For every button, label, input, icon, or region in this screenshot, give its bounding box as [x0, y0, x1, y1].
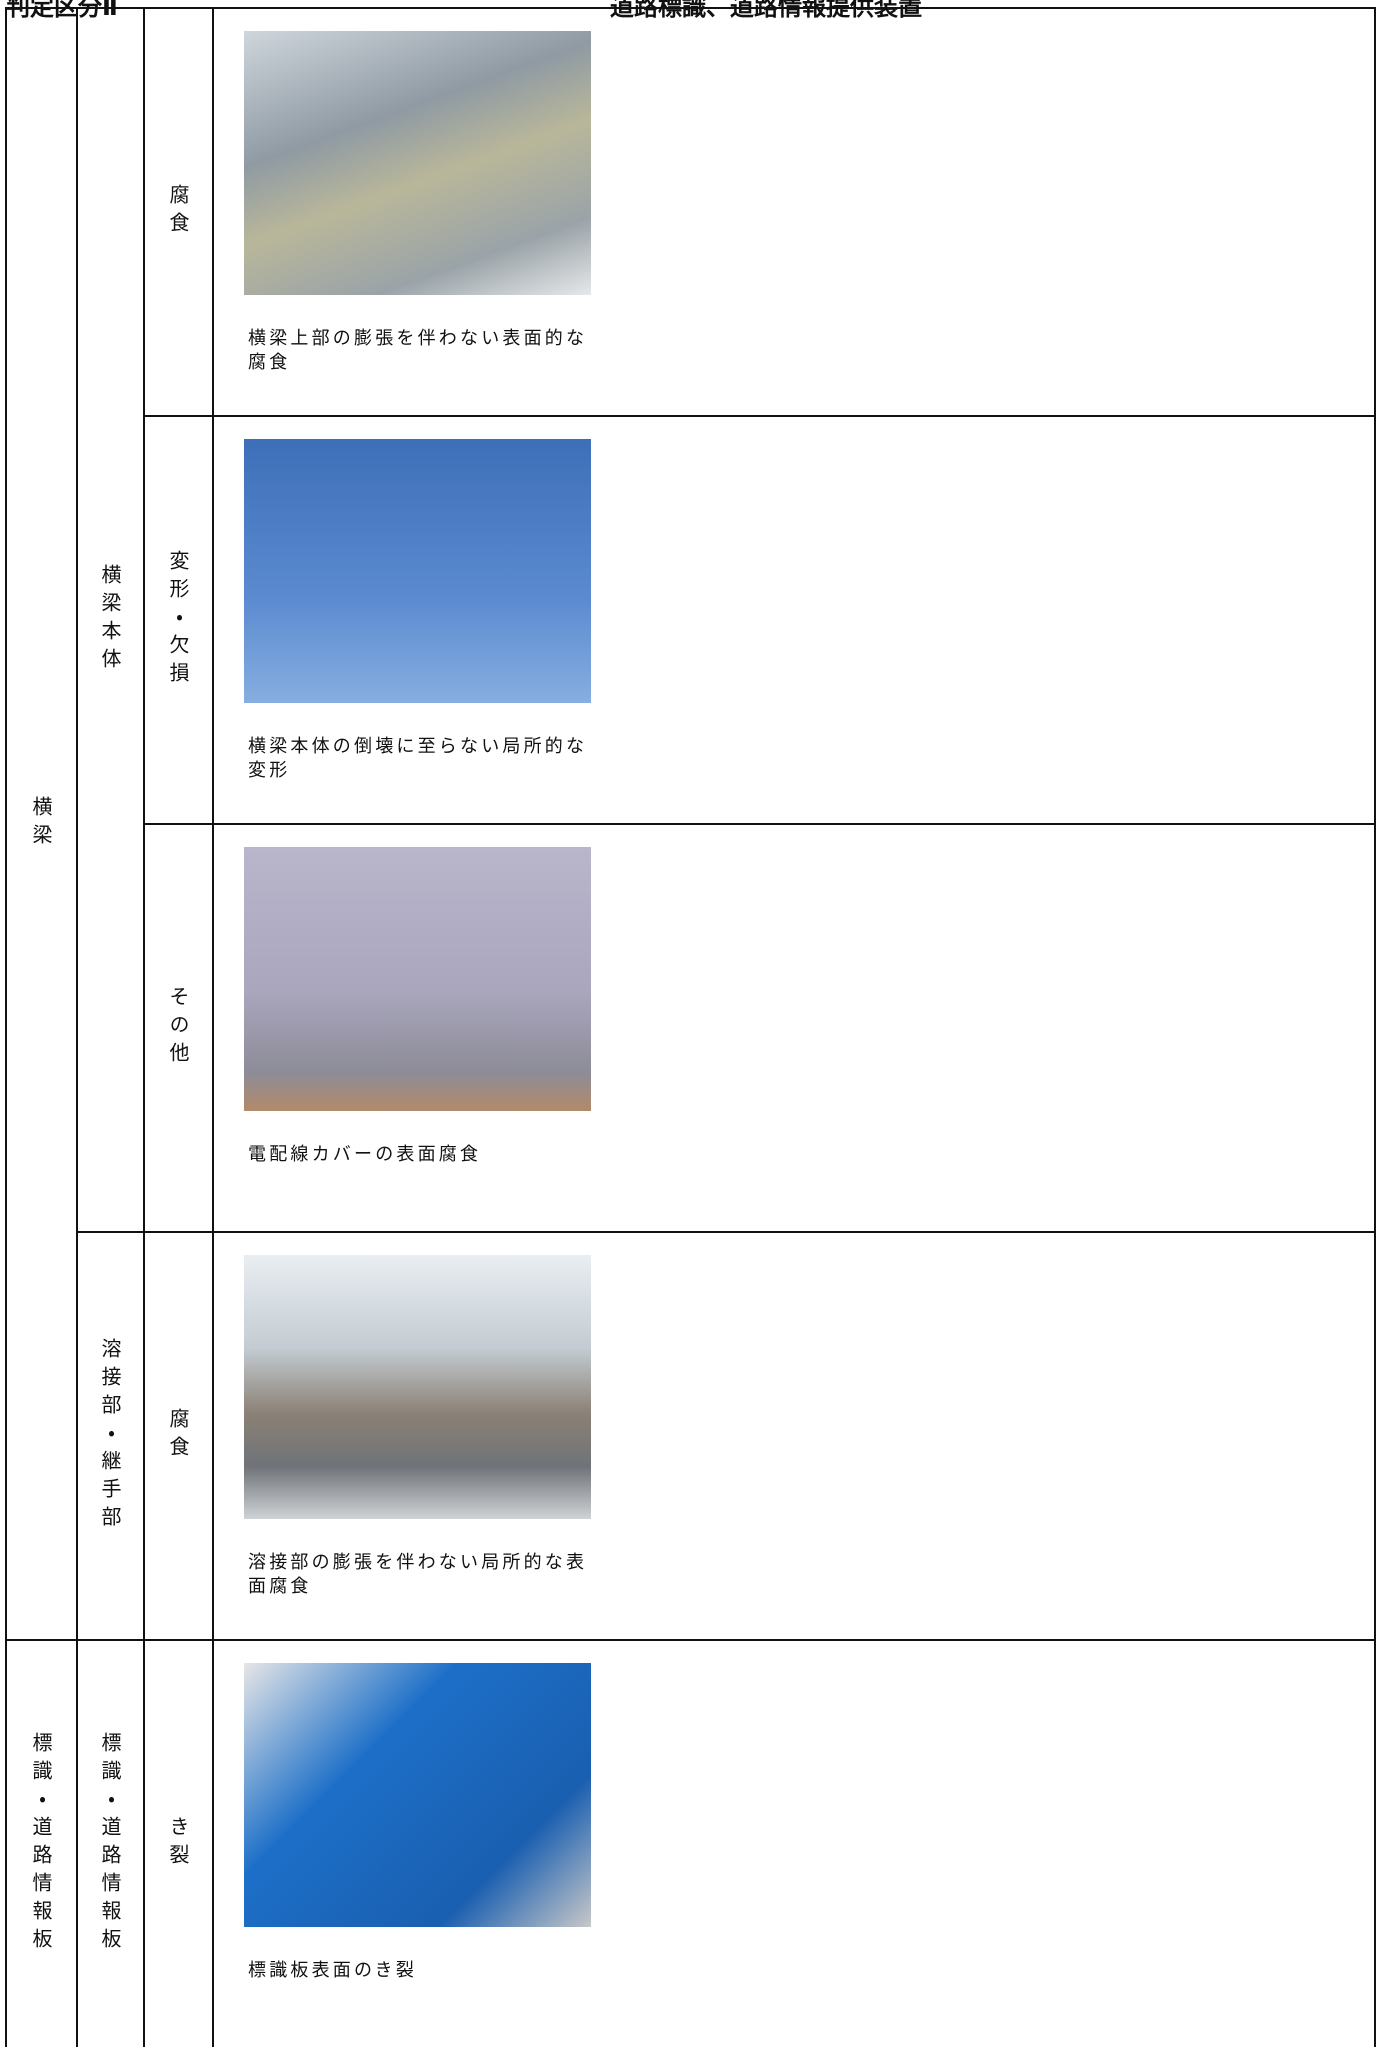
- photo: [244, 31, 591, 295]
- photo-cell: 横梁本体の倒壊に至らない局所的な変形: [212, 415, 1376, 823]
- member-cell: 横梁本体: [76, 7, 143, 1231]
- damage-cell: その他: [143, 823, 212, 1231]
- header-title: 道路標識、道路情報提供装置: [610, 0, 922, 21]
- damage-type: 変形・欠損: [166, 550, 190, 690]
- damage-type: 腐食: [166, 184, 190, 240]
- member-cell: 標識・道路情報板: [76, 1639, 143, 2047]
- category-name: 横梁: [29, 796, 53, 852]
- caption: 横梁本体の倒壊に至らない局所的な変形: [248, 736, 588, 781]
- caption: 溶接部の膨張を伴わない局所的な表面腐食: [248, 1552, 588, 1597]
- damage-cell: 腐食: [143, 1231, 212, 1639]
- member-name: 標識・道路情報板: [98, 1732, 122, 1956]
- member-name: 溶接部・継手部: [98, 1338, 122, 1534]
- member-name: 横梁本体: [98, 564, 122, 676]
- header-left: 判定区分Ⅱ: [6, 0, 118, 21]
- damage-type: き裂: [166, 1816, 190, 1872]
- photo: [244, 1255, 591, 1519]
- damage-type: 腐食: [166, 1408, 190, 1464]
- photo-cell: 電配線カバーの表面腐食: [212, 823, 1376, 1231]
- category-name: 標識・道路情報板: [29, 1732, 53, 1956]
- photo: [244, 847, 591, 1111]
- category-cell: 横梁: [5, 7, 76, 1639]
- member-cell: 溶接部・継手部: [76, 1231, 143, 1639]
- photo-cell: 横梁上部の膨張を伴わない表面的な腐食: [212, 7, 1376, 415]
- caption: 電配線カバーの表面腐食: [248, 1144, 482, 1165]
- photo: [244, 439, 591, 703]
- caption: 横梁上部の膨張を伴わない表面的な腐食: [248, 328, 588, 373]
- photo-cell: 溶接部の膨張を伴わない局所的な表面腐食: [212, 1231, 1376, 1639]
- photo: [244, 1663, 591, 1927]
- photo-cell: 標識板表面のき裂: [212, 1639, 1376, 2047]
- damage-cell: き裂: [143, 1639, 212, 2047]
- category-cell: 標識・道路情報板: [5, 1639, 76, 2047]
- caption: 標識板表面のき裂: [248, 1960, 418, 1981]
- damage-cell: 変形・欠損: [143, 415, 212, 823]
- damage-type: その他: [166, 986, 190, 1070]
- damage-cell: 腐食: [143, 7, 212, 415]
